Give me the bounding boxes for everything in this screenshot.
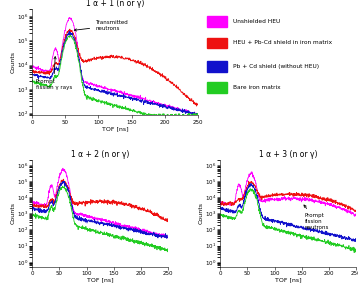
Y-axis label: Counts: Counts xyxy=(10,202,15,224)
Title: 1 α + 1 (n or γ): 1 α + 1 (n or γ) xyxy=(86,0,144,8)
X-axis label: TOF [ns]: TOF [ns] xyxy=(87,277,113,282)
Title: 1 α + 2 (n or γ): 1 α + 2 (n or γ) xyxy=(71,150,130,159)
Text: Bare iron matrix: Bare iron matrix xyxy=(233,85,280,90)
Text: Transmitted
neutrons: Transmitted neutrons xyxy=(74,20,128,31)
Text: Pb + Cd shield (without HEU): Pb + Cd shield (without HEU) xyxy=(233,64,319,69)
Title: 1 α + 3 (n or γ): 1 α + 3 (n or γ) xyxy=(259,150,318,159)
Y-axis label: Counts: Counts xyxy=(198,202,203,224)
Text: HEU + Pb-Cd shield in iron matrix: HEU + Pb-Cd shield in iron matrix xyxy=(233,40,332,45)
Bar xyxy=(207,82,227,93)
Bar xyxy=(207,16,227,27)
Text: Prompt
fission
neutrons: Prompt fission neutrons xyxy=(304,205,329,230)
X-axis label: TOF [ns]: TOF [ns] xyxy=(275,277,301,282)
Text: Prompt
fission γ rays: Prompt fission γ rays xyxy=(35,57,72,90)
Text: Unshielded HEU: Unshielded HEU xyxy=(233,19,280,24)
Y-axis label: Counts: Counts xyxy=(10,51,15,73)
Bar xyxy=(207,61,227,72)
X-axis label: TOF [ns]: TOF [ns] xyxy=(102,126,128,131)
Bar xyxy=(207,38,227,48)
